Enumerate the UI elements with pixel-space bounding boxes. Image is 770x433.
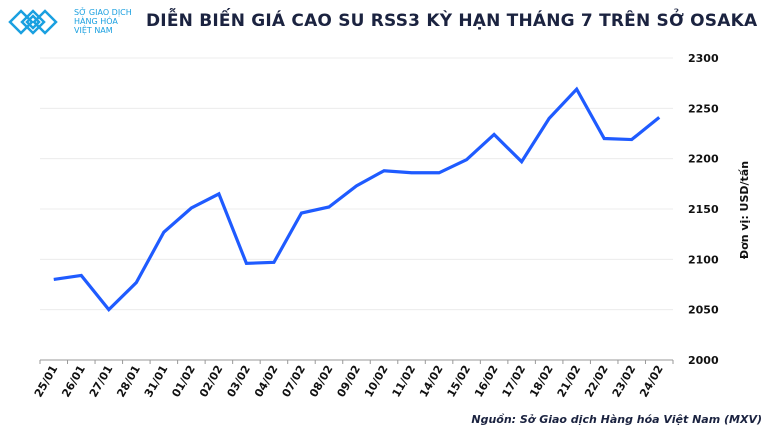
- y-tick-label: 2050: [688, 304, 719, 317]
- x-tick-label: 15/02: [445, 363, 474, 399]
- y-tick-label: 2000: [688, 354, 719, 367]
- y-tick-label: 2150: [688, 203, 719, 216]
- x-tick-label: 17/02: [500, 363, 529, 399]
- x-tick-label: 22/02: [582, 363, 611, 399]
- x-tick-label: 27/01: [87, 363, 116, 399]
- x-tick-label: 07/02: [279, 363, 308, 399]
- y-tick-label: 2250: [688, 102, 719, 115]
- source-note: Nguồn: Sở Giao dịch Hàng hóa Việt Nam (M…: [471, 413, 762, 426]
- x-tick-label: 28/01: [114, 363, 143, 399]
- y-tick-label: 2200: [688, 153, 719, 166]
- x-tick-label: 01/02: [169, 363, 198, 399]
- logo-line2: HÀNG HÓA: [74, 17, 118, 26]
- x-tick-label: 25/01: [32, 363, 61, 399]
- price-line: [53, 86, 661, 313]
- x-tick-label: 10/02: [362, 363, 391, 399]
- logo-line1: SỞ GIAO DỊCH: [74, 8, 132, 17]
- x-tick-label: 31/01: [142, 363, 171, 399]
- logo-mark-icon: [8, 8, 58, 35]
- x-tick-label: 24/02: [637, 363, 666, 399]
- x-tick-label: 14/02: [417, 363, 446, 399]
- x-tick-label: 09/02: [335, 363, 364, 399]
- x-tick-label: 11/02: [390, 363, 419, 399]
- logo: SỞ GIAO DỊCH HÀNG HÓA VIỆT NAM: [8, 8, 132, 35]
- x-tick-label: 03/02: [224, 363, 253, 399]
- x-tick-label: 26/01: [59, 363, 88, 399]
- y-tick-label: 2100: [688, 253, 719, 266]
- chart-title: DIỄN BIẾN GIÁ CAO SU RSS3 KỲ HẠN THÁNG 7…: [146, 11, 758, 31]
- y-tick-label: 2300: [688, 52, 719, 65]
- x-tick-label: 21/02: [555, 363, 584, 399]
- x-tick-label: 02/02: [197, 363, 226, 399]
- logo-line3: VIỆT NAM: [74, 26, 113, 35]
- x-tick-label: 23/02: [610, 363, 639, 399]
- x-tick-label: 18/02: [527, 363, 556, 399]
- x-tick-label: 16/02: [472, 363, 501, 399]
- y-axis-label: Đơn vị: USD/tấn: [738, 161, 751, 259]
- x-tick-label: 08/02: [307, 363, 336, 399]
- x-tick-label: 04/02: [252, 363, 281, 399]
